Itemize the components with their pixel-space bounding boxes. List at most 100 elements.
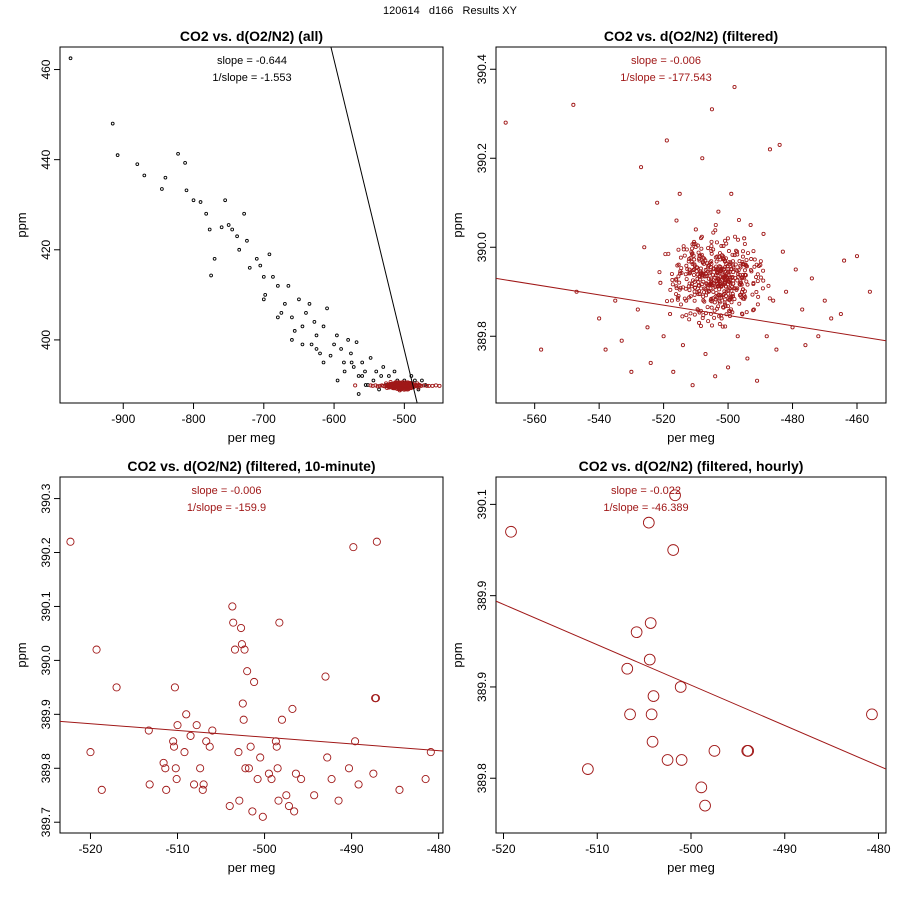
data-point [809,276,814,281]
data-point [690,246,695,251]
x-tick-label: -490 [773,842,797,856]
data-point [756,294,761,299]
data-point [687,295,692,300]
data-point [752,264,757,269]
data-point [754,290,759,295]
data-point [728,281,733,286]
data-point [688,255,693,260]
panel-title: CO2 vs. d(O2/N2) (all) [180,28,323,44]
data-point [742,236,747,241]
data-point [356,374,361,378]
data-point [199,780,208,789]
data-point [706,319,711,324]
data-point [699,252,704,257]
data-point [374,369,379,374]
data-point [732,253,737,258]
data-point [250,677,259,687]
data-point [669,271,674,276]
data-point [842,258,847,263]
data-point [238,699,247,708]
data-point [697,258,702,263]
data-point [670,282,675,287]
y-tick-label: 390.1 [39,591,53,621]
data-point [349,351,353,356]
y-tick-label: 390.1 [475,489,489,519]
data-point [184,188,189,193]
data-point [730,263,735,268]
data-point [704,282,709,287]
data-point [66,537,75,546]
x-tick-label: -520 [491,842,515,856]
data-point [760,286,765,291]
data-point [777,142,782,147]
data-point [866,708,878,721]
data-point [234,748,243,757]
inverse-slope-annotation: 1/slope = -177.543 [620,72,711,84]
data-point [267,775,276,784]
data-point [748,222,753,228]
data-point [674,284,679,289]
data-point [676,274,681,279]
data-point [675,297,680,302]
data-point [321,672,330,681]
data-point [597,316,602,321]
data-point [690,242,695,247]
data-point [721,305,726,310]
data-point [300,342,305,347]
data-point [720,324,725,329]
data-point [692,285,697,290]
data-point [702,256,707,261]
data-point [186,731,195,740]
y-axis-label: ppm [450,642,465,667]
data-point [371,694,381,703]
data-point [719,244,724,249]
data-point [669,489,681,502]
data-point [645,325,650,330]
data-point [273,764,282,773]
data-point [736,268,741,273]
data-point [290,315,294,320]
data-point [761,268,766,273]
data-point [369,769,378,778]
y-tick-label: 389.8 [475,321,489,351]
data-point [752,257,757,262]
data-point [709,248,714,253]
data-point [290,807,299,816]
data-point [339,347,343,351]
data-point [696,292,701,297]
data-point [755,279,760,284]
data-point [684,277,689,282]
data-point [687,288,692,293]
data-point [737,301,742,306]
data-point [719,295,724,300]
data-point [829,316,834,321]
figure-suptitle: 120614 d166 Results XY [383,5,517,17]
x-tick-label: -490 [340,842,364,856]
data-point [681,285,686,290]
data-point [283,302,287,306]
data-point [729,191,734,196]
data-point [286,283,291,288]
data-point [742,293,747,298]
data-point [161,764,170,773]
data-point [751,249,756,254]
data-point [780,249,785,254]
data-point [363,369,367,374]
data-point [722,300,727,305]
data-point [243,667,252,676]
data-point [180,748,189,757]
x-tick-label: -900 [111,412,135,426]
data-point [717,251,722,256]
data-point [389,384,394,389]
data-point [682,253,687,258]
data-point [354,780,363,789]
data-point [712,308,717,313]
data-point [539,347,544,352]
y-tick-label: 389.8 [475,763,489,793]
data-point [241,764,250,773]
data-point [671,369,676,374]
data-point [689,250,694,255]
data-point [742,296,747,301]
data-point [746,251,751,256]
data-point [646,735,659,748]
